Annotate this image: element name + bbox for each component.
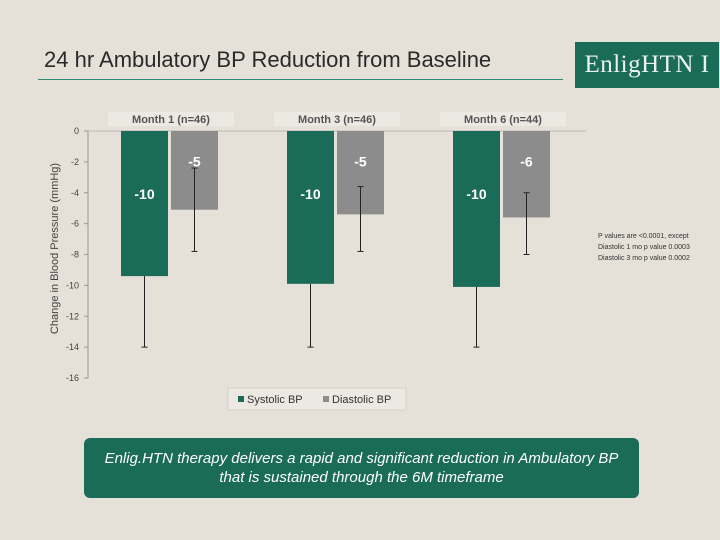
category-label: Month 1 (n=46) [132,114,210,126]
y-tick-label: -16 [66,373,79,383]
category-label-bg [108,112,234,126]
category-label: Month 3 (n=46) [298,114,376,126]
data-label: -5 [354,154,367,170]
data-label: -5 [188,154,201,170]
slide-title: 24 hr Ambulatory BP Reduction from Basel… [44,47,492,72]
y-tick-label: -8 [71,250,79,260]
p-value-line: P values are <0.0001, except [598,233,689,240]
data-label: -10 [134,186,154,202]
y-tick-label: -10 [66,280,79,290]
y-tick-label: -12 [66,311,79,321]
data-label: -6 [520,154,533,170]
systolic-bar [121,131,168,277]
enlightn-logo: EnligHTN I [575,42,719,88]
category-label-bg [274,112,400,126]
key-message-box: Enlig.HTN therapy delivers a rapid and s… [84,438,639,498]
legend-label: Diastolic BP [332,394,391,406]
key-message-text: Enlig.HTN therapy delivers a rapid and s… [104,450,619,486]
y-tick-label: -2 [71,157,79,167]
y-tick-label: -6 [71,219,79,229]
category-label: Month 6 (n=44) [464,114,542,126]
p-value-line: Diastolic 3 mo p value 0.0002 [598,255,690,262]
y-tick-label: 0 [74,126,79,136]
systolic-bar [287,131,334,284]
legend-label: Systolic BP [247,394,303,406]
p-value-line: Diastolic 1 mo p value 0.0003 [598,244,690,251]
title-rule [38,79,563,80]
y-tick-label: -4 [71,188,79,198]
y-axis-title: Change in Blood Pressure (mmHg) [49,163,61,334]
y-tick-label: -14 [66,342,79,352]
systolic-bar [453,131,500,287]
p-value-note: P values are <0.0001, except Diastolic 1… [598,231,690,264]
legend-swatch [238,396,244,402]
category-label-bg [440,112,566,126]
legend-box [227,387,407,411]
legend-swatch [323,396,329,402]
data-label: -10 [466,186,486,202]
data-label: -10 [300,186,320,202]
